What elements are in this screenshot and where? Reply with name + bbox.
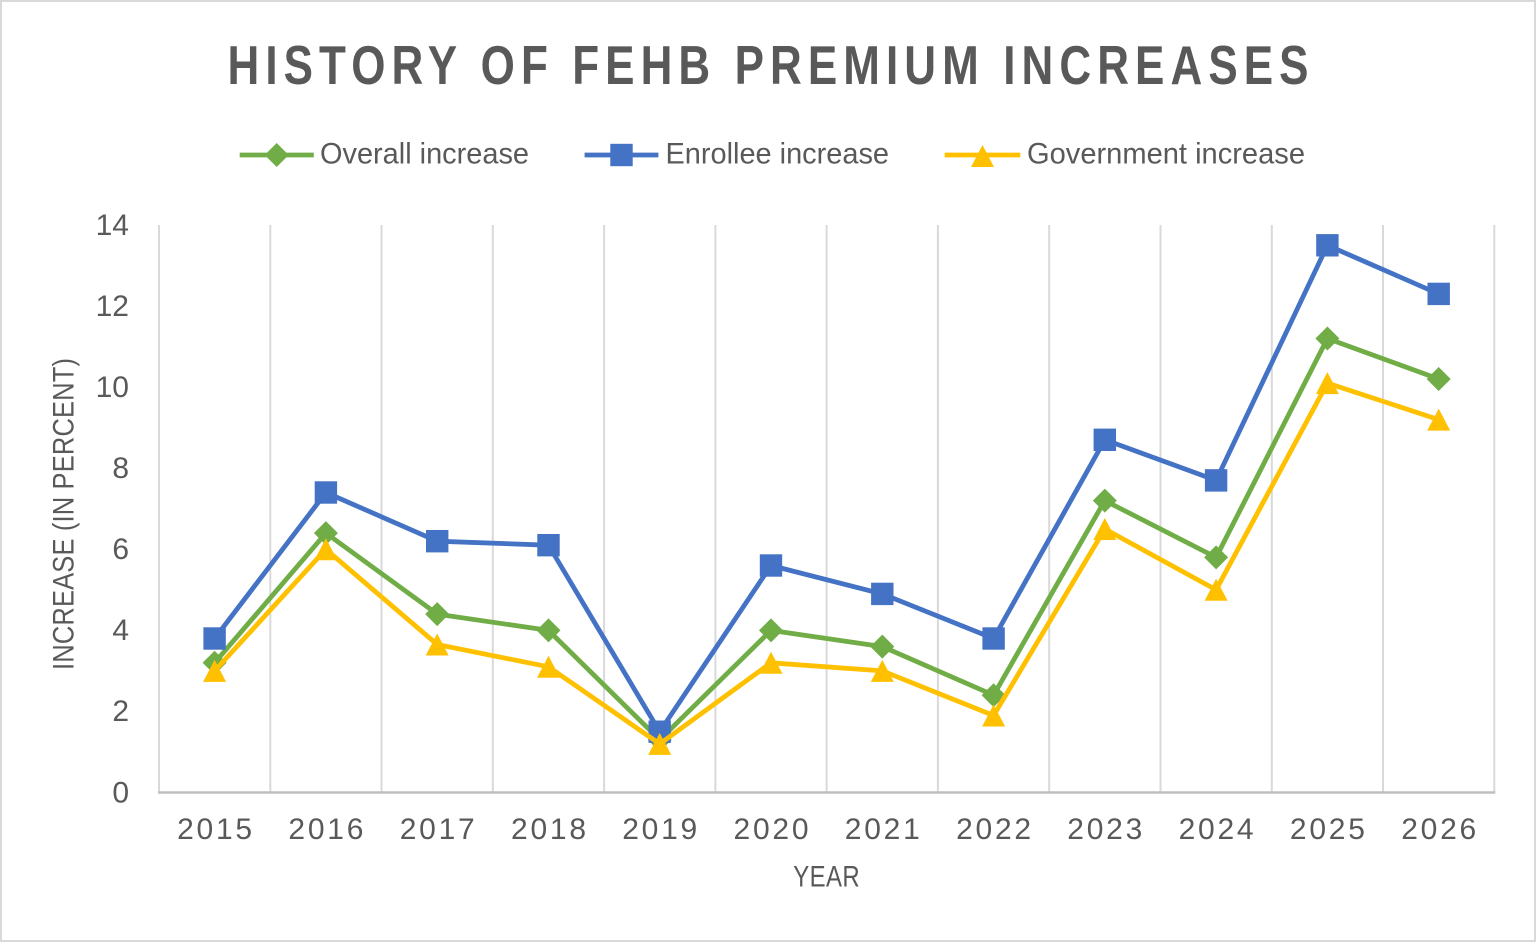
svg-text:12: 12	[96, 290, 129, 323]
svg-text:0: 0	[112, 776, 129, 809]
svg-text:6: 6	[112, 533, 129, 566]
svg-text:2: 2	[112, 695, 129, 728]
svg-text:YEAR: YEAR	[793, 859, 859, 893]
svg-text:Enrollee increase: Enrollee increase	[666, 138, 890, 171]
svg-text:10: 10	[96, 371, 129, 404]
svg-text:14: 14	[96, 209, 129, 242]
svg-text:4: 4	[112, 614, 129, 647]
svg-text:Overall increase: Overall increase	[320, 138, 529, 171]
svg-text:8: 8	[112, 452, 129, 485]
svg-text:INCREASE (IN PERCENT): INCREASE (IN PERCENT)	[47, 358, 80, 670]
svg-text:Government increase: Government increase	[1027, 138, 1305, 171]
